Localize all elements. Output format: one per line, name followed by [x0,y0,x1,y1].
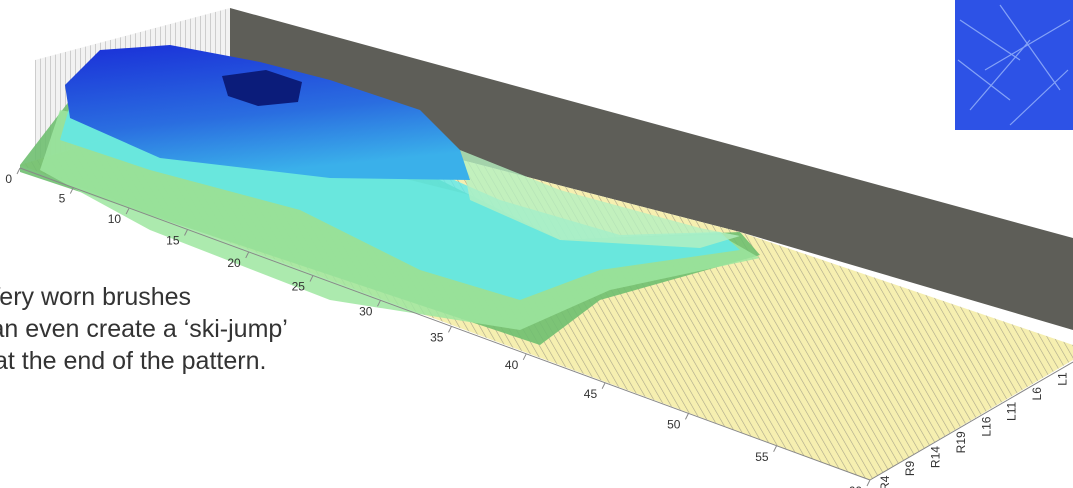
depth-tick-label: R19 [954,431,968,453]
x-tick-label: 30 [359,304,373,318]
annotation-line: at the end of the pattern. [0,347,266,375]
x-tick [17,168,20,174]
slide: Very worn brushes can even create a ‘ski-… [0,0,1073,488]
depth-tick-label: L1 [1055,372,1069,386]
x-tick [523,354,526,360]
annotation: Very worn brushes can even create a ‘ski-… [0,283,288,375]
depth-tick-label: R9 [903,461,917,477]
x-tick-label: 55 [755,450,769,464]
x-tick [774,446,777,452]
annotation-line: can even create a ‘ski-jump’ [0,315,288,343]
x-tick [448,326,451,332]
x-tick-label: 60 [849,484,863,488]
depth-tick-label: L16 [979,416,993,436]
depth-tick-label: L11 [1005,402,1019,421]
annotation-line: Very worn brushes [0,283,191,311]
chart: Very worn brushes can even create a ‘ski-… [0,0,1073,488]
x-tick-label: 10 [108,212,122,226]
x-tick-label: 20 [227,256,241,270]
depth-tick-label: R4 [878,475,892,488]
x-tick [867,480,870,486]
x-tick [685,413,688,419]
x-tick-label: 40 [505,358,519,372]
x-tick-label: 25 [292,280,306,294]
depth-tick-label: R14 [929,446,943,468]
brush-photo [955,0,1073,130]
x-tick-label: 50 [667,418,681,432]
x-tick [602,383,605,389]
x-tick-label: 45 [584,387,598,401]
x-tick-label: 35 [430,331,444,345]
x-tick-label: 0 [5,172,12,186]
depth-tick-label: L6 [1030,387,1044,401]
x-tick-label: 5 [59,192,66,206]
x-tick-label: 15 [166,234,180,248]
